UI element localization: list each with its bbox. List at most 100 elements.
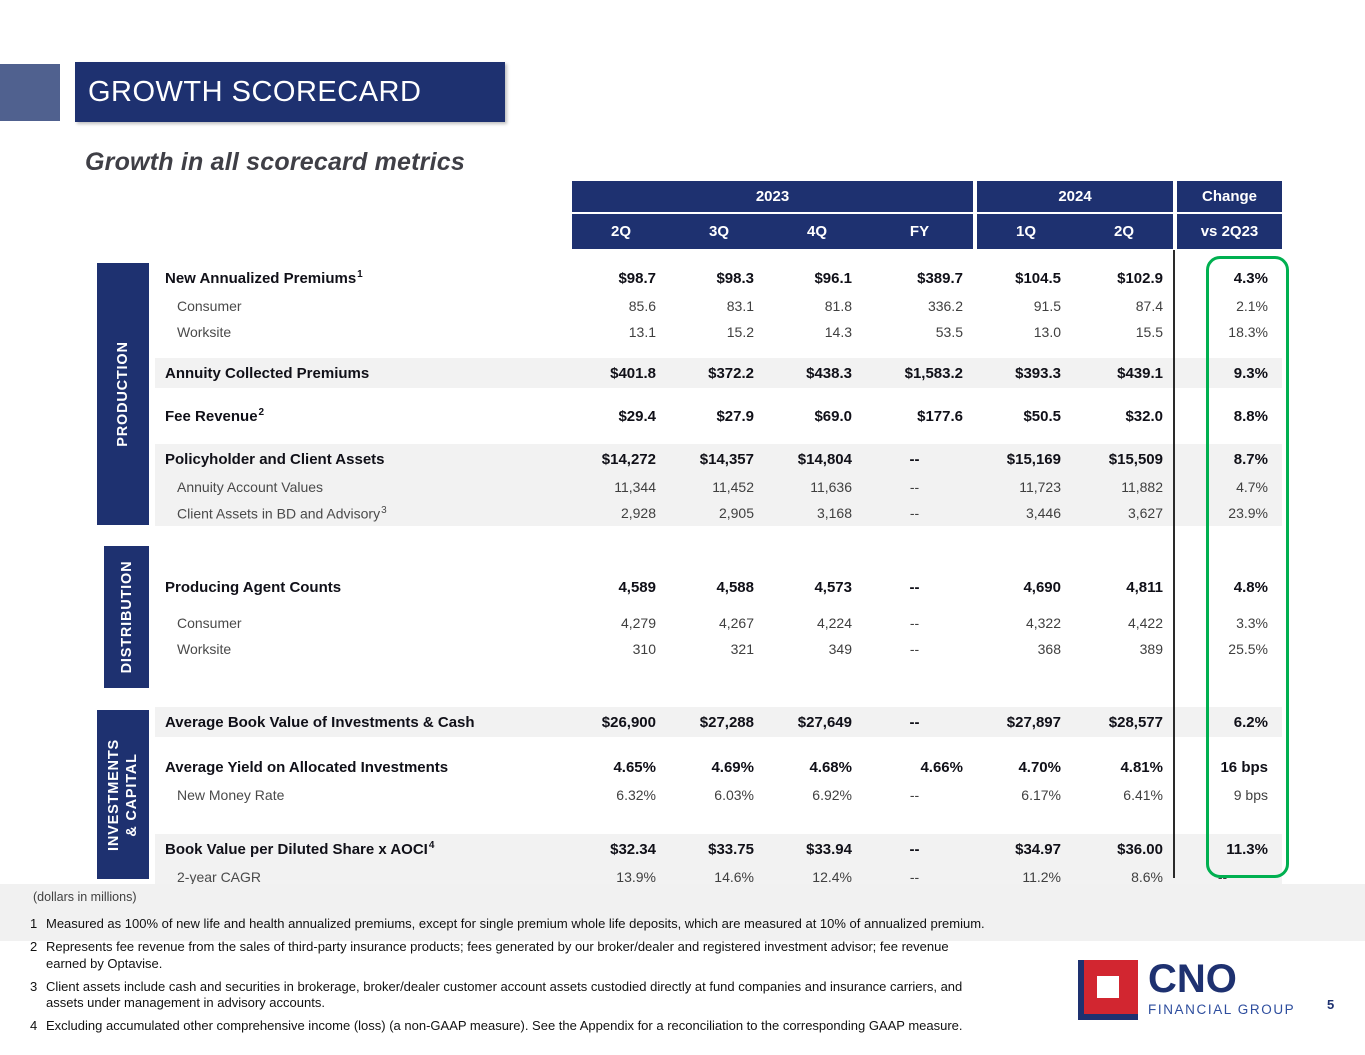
data-value: --	[909, 479, 920, 495]
footnote-number: 4	[30, 1018, 38, 1034]
data-value: 81.8	[824, 298, 852, 314]
data-value: 4.70%	[1018, 758, 1061, 776]
data-value: $393.3	[1015, 364, 1061, 382]
data-value: 11,452	[712, 479, 754, 495]
data-value: 4.69%	[711, 758, 754, 776]
change-value: 8.8%	[1233, 407, 1268, 425]
data-value: $96.1	[814, 269, 852, 287]
footnote: 1 Measured as 100% of new life and health…	[30, 916, 985, 932]
change-value: 11.3%	[1226, 840, 1268, 858]
footnote-text: Excluding accumulated other comprehensiv…	[46, 1018, 963, 1034]
data-value: 85.6	[628, 298, 656, 314]
footnote: 2 Represents fee revenue from the sales o…	[30, 939, 985, 972]
change-value: 9 bps	[1233, 787, 1268, 803]
data-value: 4,279	[620, 615, 656, 631]
row-label-text: Fee Revenue	[165, 408, 258, 425]
table-row: Consumer 85.6 83.1 81.8 336.2 91.5 87.4 2.1%	[155, 293, 1282, 319]
data-value: --	[909, 641, 920, 657]
data-value: 4,267	[718, 615, 754, 631]
data-value: 4.66%	[920, 758, 963, 776]
data-value: 14.6%	[714, 869, 754, 885]
data-value: 3,446	[1025, 505, 1061, 521]
data-value: --	[909, 713, 920, 731]
data-value: 15.5	[1135, 324, 1163, 340]
row-label: Client Assets in BD and Advisory3	[155, 505, 572, 522]
row-label: New Money Rate	[155, 787, 572, 803]
data-value: 4,811	[1126, 578, 1163, 596]
footnote: 4 Excluding accumulated other comprehensi…	[30, 1018, 985, 1034]
row-label-text: Consumer	[177, 298, 242, 314]
data-value: $15,509	[1108, 450, 1163, 468]
change-value: --	[1217, 869, 1228, 885]
table-row: Average Book Value of Investments & Cash…	[155, 707, 1282, 737]
change-value: 23.9%	[1228, 505, 1268, 521]
cno-logo-inner-square	[1097, 976, 1119, 998]
data-value: 8.6%	[1131, 869, 1163, 885]
change-value: 8.7%	[1233, 450, 1268, 468]
row-label: Annuity Collected Premiums	[155, 365, 572, 382]
production-rows: New Annualized Premiums1 $98.7 $98.3 $96.1 $…	[155, 263, 1282, 526]
section-label-distribution: DISTRIBUTION	[104, 546, 149, 688]
data-value: --	[909, 450, 920, 468]
change-value: 6.2%	[1233, 713, 1268, 731]
row-label-text: Annuity Account Values	[177, 479, 324, 495]
table-row: Annuity Collected Premiums $401.8 $372.2 $4…	[155, 358, 1282, 388]
row-label: Annuity Account Values	[155, 479, 572, 495]
table-row: Producing Agent Counts 4,589 4,588 4,573 -- 4…	[155, 572, 1282, 602]
change-header: Change	[1177, 181, 1282, 214]
footnote-text: Represents fee revenue from the sales of…	[46, 939, 949, 971]
cno-logo-name: CNO	[1148, 957, 1237, 1001]
data-value: 11,882	[1121, 479, 1163, 495]
row-label-text: 2-year CAGR	[177, 869, 262, 885]
footnote-ref: 1	[357, 269, 363, 280]
data-value: 4.81%	[1120, 758, 1163, 776]
table-row: Worksite 13.1 15.2 14.3 53.5 13.0 15.5 18.3%	[155, 319, 1282, 345]
row-label-text: Client Assets in BD and Advisory	[177, 505, 381, 522]
data-value: 2,928	[620, 505, 656, 521]
row-label-text: Worksite	[177, 324, 232, 340]
data-value: 6.17%	[1021, 787, 1061, 803]
footnote-number: 1	[30, 916, 38, 931]
data-value: 4,589	[618, 578, 656, 596]
data-value: --	[909, 840, 920, 858]
quarter-header-row-2024: 1Q 2Q	[977, 214, 1173, 249]
quarter-header-1q24: 1Q	[977, 214, 1075, 249]
table-row: Policyholder and Client Assets $14,272 $14…	[155, 444, 1282, 474]
row-label-text: Consumer	[177, 615, 242, 631]
data-value: $438.3	[806, 364, 852, 382]
title-accent-block	[0, 64, 60, 121]
data-value: 368	[1037, 641, 1061, 657]
data-value: $27.9	[716, 407, 754, 425]
change-value: 9.3%	[1233, 364, 1268, 382]
data-value: 6.32%	[616, 787, 656, 803]
data-value: 13.0	[1033, 324, 1061, 340]
page-title: GROWTH SCORECARD	[88, 75, 422, 108]
section-label-distribution-text: DISTRIBUTION	[118, 560, 135, 674]
data-value: 13.1	[628, 324, 656, 340]
data-value: 4.65%	[613, 758, 656, 776]
data-value: 4,224	[816, 615, 852, 631]
data-value: 2,905	[718, 505, 754, 521]
data-value: --	[909, 505, 920, 521]
header-group-change: Change vs 2Q23	[1177, 181, 1282, 249]
quarter-header-2q24: 2Q	[1075, 214, 1173, 249]
footnote-number: 2	[30, 939, 38, 955]
data-value: $1,583.2	[904, 364, 963, 382]
change-subheader-row: vs 2Q23	[1177, 214, 1282, 249]
table-row: Worksite 310 321 349 -- 368 389 25.5%	[155, 636, 1282, 662]
data-value: $36.00	[1117, 840, 1163, 858]
data-value: 6.03%	[714, 787, 754, 803]
data-value: $27,897	[1006, 713, 1061, 731]
data-value: 389	[1139, 641, 1163, 657]
row-label: Producing Agent Counts	[155, 579, 572, 596]
footnote: 3 Client assets include cash and securiti…	[30, 979, 985, 1012]
section-label-production: PRODUCTION	[97, 263, 149, 525]
quarter-header-3q23: 3Q	[670, 214, 768, 249]
row-label-text: Producing Agent Counts	[165, 578, 342, 596]
data-value: $14,804	[797, 450, 852, 468]
footnote-text: Client assets include cash and securitie…	[46, 978, 963, 1010]
row-label: Book Value per Diluted Share x AOCI4	[155, 840, 572, 858]
data-value: $102.9	[1117, 269, 1163, 287]
data-value: $26,900	[601, 713, 656, 731]
quarter-header-2q23: 2Q	[572, 214, 670, 249]
